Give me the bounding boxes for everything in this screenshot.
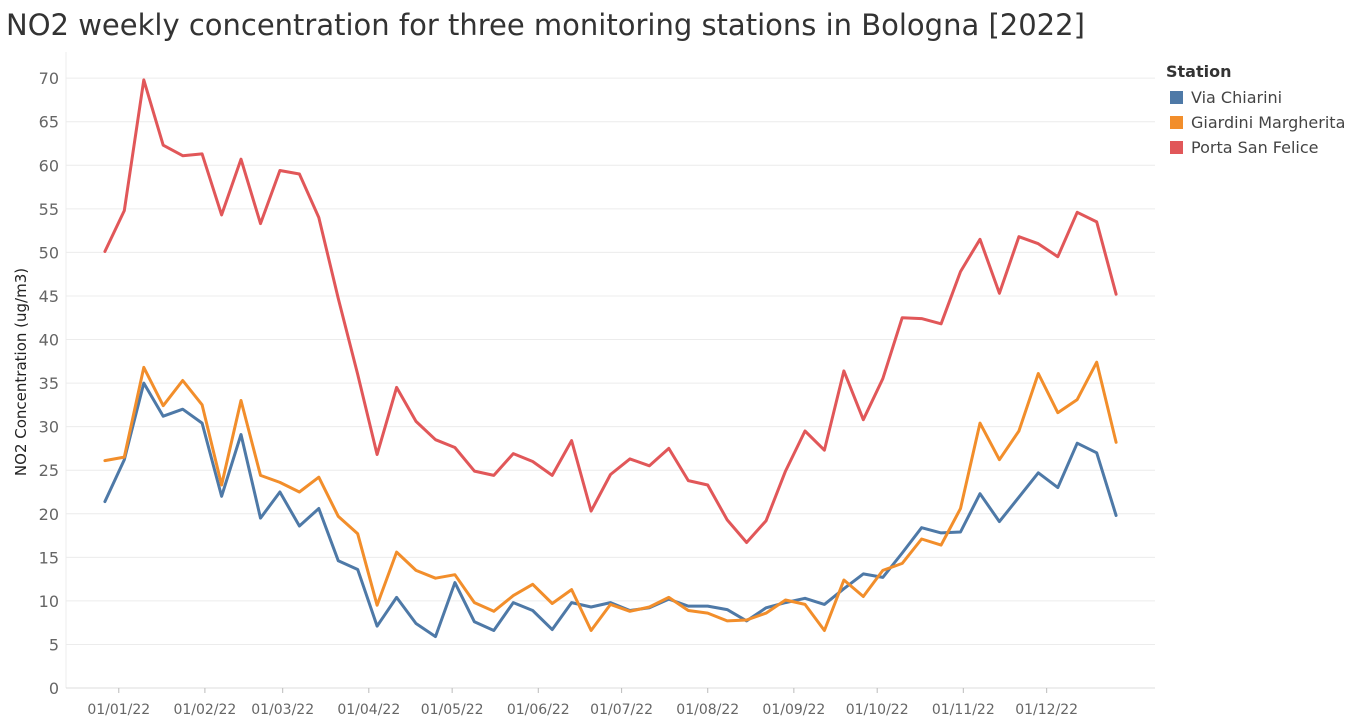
legend-item[interactable]: Via Chiarini [1166, 85, 1345, 110]
gridlines [65, 52, 1155, 689]
y-tick-label: 20 [39, 505, 59, 524]
y-tick-label: 35 [39, 374, 59, 393]
x-tick-label: 01/04/22 [337, 702, 400, 718]
legend-label: Porta San Felice [1191, 138, 1319, 157]
legend-swatch [1170, 116, 1183, 129]
y-axis-label: NO2 Concentration (ug/m3) [12, 268, 30, 476]
legend-item[interactable]: Giardini Margherita [1166, 110, 1345, 135]
y-tick-label: 60 [39, 156, 59, 175]
y-tick-label: 65 [39, 113, 59, 132]
legend-item[interactable]: Porta San Felice [1166, 135, 1345, 160]
legend-title: Station [1166, 62, 1232, 81]
x-tick-label: 01/02/22 [173, 702, 236, 718]
series-line-porta-san-felice [103, 78, 1118, 544]
x-tick-label: 01/12/22 [1015, 702, 1078, 718]
x-tick-label: 01/09/22 [762, 702, 825, 718]
x-axis-ticks: 01/01/22 01/02/22 01/03/22 01/04/22 01/05/22… [87, 688, 1078, 718]
series-lines [103, 78, 1118, 639]
y-tick-label: 50 [39, 243, 59, 262]
x-tick-label: 01/10/22 [846, 702, 909, 718]
legend: Station Via Chiarini Giardini Margherita P… [1166, 62, 1345, 160]
y-tick-label: 5 [49, 635, 59, 654]
y-tick-label: 55 [39, 200, 59, 219]
x-tick-label: 01/11/22 [932, 702, 995, 718]
x-tick-label: 01/07/22 [590, 702, 653, 718]
series-line-via-chiarini [103, 381, 1118, 639]
legend-label: Via Chiarini [1191, 88, 1283, 107]
y-tick-label: 15 [39, 548, 59, 567]
series-line-giardini-margherita [103, 360, 1118, 632]
legend-swatch [1170, 141, 1183, 154]
x-tick-label: 01/08/22 [676, 702, 739, 718]
x-tick-label: 01/01/22 [87, 702, 150, 718]
y-tick-label: 30 [39, 418, 59, 437]
legend-label: Giardini Margherita [1191, 113, 1346, 132]
y-tick-label: 45 [39, 287, 59, 306]
y-tick-label: 0 [49, 679, 59, 698]
legend-swatch [1170, 91, 1183, 104]
x-tick-label: 01/03/22 [251, 702, 314, 718]
y-axis-ticks: 0 5 10 15 20 25 30 35 40 45 50 55 60 65 70 [39, 69, 59, 698]
x-tick-label: 01/06/22 [507, 702, 570, 718]
y-tick-label: 25 [39, 461, 59, 480]
y-tick-label: 70 [39, 69, 59, 88]
x-tick-label: 01/05/22 [421, 702, 484, 718]
y-tick-label: 10 [39, 592, 59, 611]
chart-title: NO2 weekly concentration for three monit… [6, 8, 1085, 42]
y-tick-label: 40 [39, 331, 59, 350]
